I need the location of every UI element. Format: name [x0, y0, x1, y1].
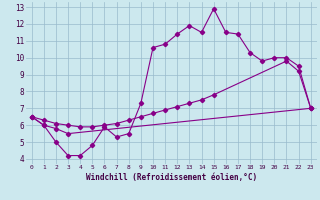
X-axis label: Windchill (Refroidissement éolien,°C): Windchill (Refroidissement éolien,°C) [86, 173, 257, 182]
